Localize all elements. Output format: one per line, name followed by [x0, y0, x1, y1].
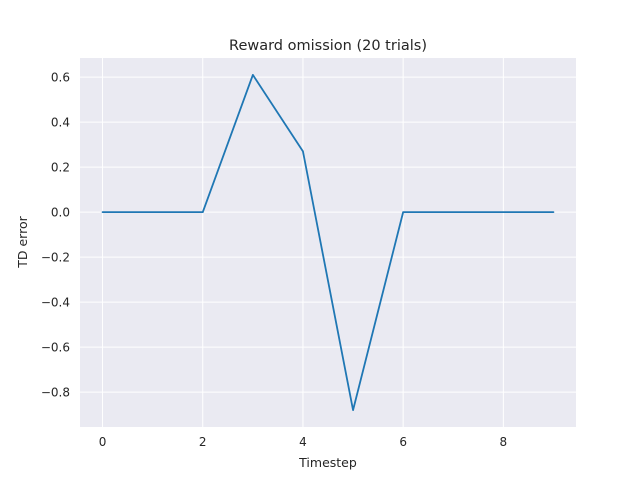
- x-tick-label: 0: [99, 435, 107, 449]
- y-tick-label: −0.8: [41, 386, 70, 400]
- x-tick-label: 4: [299, 435, 307, 449]
- y-tick-label: 0.0: [51, 206, 70, 220]
- x-axis-label: Timestep: [298, 455, 357, 470]
- y-tick-label: −0.2: [41, 251, 70, 265]
- y-tick-label: 0.2: [51, 161, 70, 175]
- x-tick-labels: 0 2 4 6 8: [99, 435, 507, 449]
- x-gridlines: [102, 58, 504, 427]
- y-tick-label: 0.6: [51, 71, 70, 85]
- x-tick-label: 8: [500, 435, 508, 449]
- y-axis-label: TD error: [15, 215, 30, 268]
- y-tick-labels: −0.8 −0.6 −0.4 −0.2 0.0 0.2 0.4 0.6: [41, 71, 70, 400]
- y-tick-label: −0.6: [41, 341, 70, 355]
- x-tick-label: 2: [199, 435, 207, 449]
- y-tick-label: −0.4: [41, 296, 70, 310]
- y-tick-label: 0.4: [51, 116, 70, 130]
- chart-title: Reward omission (20 trials): [229, 38, 427, 54]
- series-layer: [101, 73, 555, 412]
- plot-area: [80, 58, 576, 427]
- x-tick-label: 6: [399, 435, 407, 449]
- series-line-0: [101, 73, 555, 412]
